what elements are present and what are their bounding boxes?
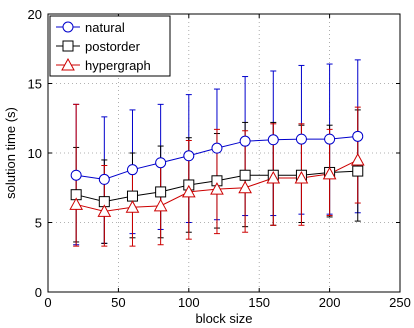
data-point <box>352 130 364 142</box>
data-point <box>295 133 307 145</box>
grid <box>48 14 400 292</box>
data-point <box>322 166 337 180</box>
legend-label: postorder <box>85 39 141 54</box>
data-point <box>98 173 110 185</box>
y-axis-label: solution time (s) <box>3 107 18 199</box>
data-point <box>125 200 140 213</box>
data-point <box>239 135 251 147</box>
y-tick-label: 0 <box>35 285 42 300</box>
data-point <box>153 198 168 212</box>
data-point <box>97 204 112 217</box>
data-point <box>70 169 82 181</box>
x-tick-label: 0 <box>44 295 51 310</box>
data-point <box>155 157 167 169</box>
data-point <box>155 186 167 198</box>
data-point <box>183 150 195 162</box>
legend: natural postorder hypergraph <box>49 15 171 77</box>
legend-marker <box>62 21 74 33</box>
data-point <box>239 169 251 181</box>
data-point <box>211 142 223 154</box>
data-point <box>350 152 365 166</box>
data-point <box>126 190 138 202</box>
data-point <box>69 197 84 210</box>
data-point <box>352 165 364 177</box>
series-markers <box>69 130 365 217</box>
data-point <box>181 184 196 198</box>
legend-label: hypergraph <box>85 58 151 73</box>
y-tick-label: 15 <box>28 77 42 92</box>
data-point <box>126 164 138 176</box>
x-tick-label: 250 <box>389 295 411 310</box>
legend-label: natural <box>85 20 125 35</box>
legend-marker <box>61 57 75 71</box>
data-point <box>294 170 309 184</box>
x-tick-label: 200 <box>319 295 341 310</box>
x-tick-label: 100 <box>178 295 200 310</box>
data-point <box>210 182 224 195</box>
y-tick-label: 20 <box>28 7 42 22</box>
data-point <box>324 133 336 145</box>
x-tick-label: 50 <box>111 295 125 310</box>
data-point <box>238 180 252 194</box>
data-point <box>266 170 281 184</box>
data-point <box>267 134 279 146</box>
y-tick-label: 5 <box>35 216 42 231</box>
x-tick-label: 150 <box>248 295 270 310</box>
y-tick-label: 10 <box>28 146 42 161</box>
axis-ticks: 0 50 100 150 200 250 0 5 10 15 20 <box>28 7 411 310</box>
x-axis-label: block size <box>195 311 252 326</box>
legend-marker <box>62 40 74 52</box>
